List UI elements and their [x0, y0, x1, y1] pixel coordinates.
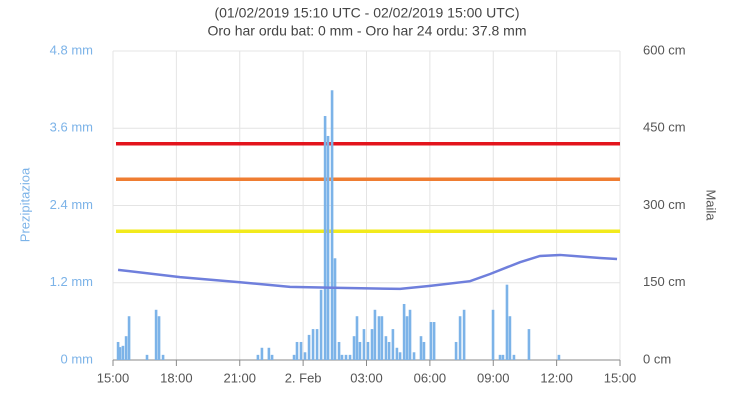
x-tick-label: 21:00: [223, 370, 256, 385]
precip-bar: [154, 309, 158, 360]
precip-bar: [358, 341, 362, 360]
precip-bar: [508, 316, 512, 360]
precip-bar: [366, 341, 370, 360]
precip-bar: [355, 316, 359, 360]
precip-bar: [432, 322, 436, 360]
precip-bar: [337, 341, 341, 360]
precip-bar: [557, 354, 561, 360]
precip-bar: [498, 354, 502, 360]
precip-bar: [408, 309, 412, 360]
precip-bar: [380, 316, 384, 360]
precip-bar: [260, 347, 264, 360]
precip-bar: [462, 309, 466, 360]
y2-tick-label: 450 cm: [643, 120, 686, 135]
x-tick-label: 03:00: [350, 370, 383, 385]
precip-bar: [340, 354, 344, 360]
precip-bar: [344, 354, 348, 360]
precip-bar: [527, 329, 531, 360]
precip-bar: [292, 354, 296, 360]
precip-bar: [395, 347, 399, 360]
precip-bar: [391, 329, 395, 360]
precip-bar: [124, 336, 128, 360]
precip-bar: [412, 352, 416, 360]
precip-bar: [127, 316, 131, 360]
chart-subtitle: Oro har ordu bat: 0 mm - Oro har 24 ordu…: [207, 23, 526, 39]
precip-bar: [505, 284, 509, 360]
precip-bar: [299, 341, 303, 360]
precip-bar: [501, 354, 505, 360]
y2-tick-label: 150 cm: [643, 274, 686, 289]
precip-bar: [422, 341, 426, 360]
precip-bar: [311, 329, 315, 360]
x-tick-label: 15:00: [604, 370, 637, 385]
x-tick-label: 15:00: [97, 370, 130, 385]
precip-bar: [323, 116, 327, 360]
precip-bar: [295, 341, 299, 360]
precip-bar: [161, 354, 165, 360]
y-tick-label: 4.8 mm: [50, 42, 93, 57]
precip-bar: [454, 341, 458, 360]
precip-bar: [330, 90, 334, 361]
precip-bar: [419, 336, 423, 360]
precip-bar: [398, 352, 402, 360]
precip-bar: [429, 322, 433, 360]
precip-bar: [352, 336, 356, 360]
precip-bar: [362, 329, 366, 360]
precip-bar: [512, 354, 516, 360]
precip-bar: [118, 347, 122, 360]
x-tick-label: 12:00: [540, 370, 573, 385]
precip-bar: [303, 352, 307, 360]
precip-bar: [267, 347, 271, 360]
precip-bar: [116, 341, 120, 360]
x-tick-label: 09:00: [477, 370, 510, 385]
y-tick-label: 1.2 mm: [50, 274, 93, 289]
precip-bar: [121, 345, 125, 360]
precip-bar: [387, 341, 391, 360]
x-tick-label: 18:00: [160, 370, 193, 385]
precip-bar: [256, 354, 260, 360]
x-tick-label: 2. Feb: [285, 370, 322, 385]
y-axis-label: Prezipitazioa: [17, 167, 32, 242]
precip-bar: [270, 354, 274, 360]
precip-bar: [491, 309, 495, 360]
precip-bar: [384, 336, 388, 360]
precip-bar: [307, 334, 311, 360]
chart-title: (01/02/2019 15:10 UTC - 02/02/2019 15:00…: [214, 5, 519, 21]
precip-bar: [377, 316, 381, 360]
y2-tick-label: 300 cm: [643, 197, 686, 212]
precip-bar: [333, 258, 337, 360]
level-line: [117, 253, 618, 291]
precip-bar: [145, 354, 149, 360]
precip-bar: [326, 135, 330, 360]
precip-bar: [405, 316, 409, 360]
x-tick-label: 06:00: [414, 370, 447, 385]
y-tick-label: 2.4 mm: [50, 197, 93, 212]
precip-bar: [319, 289, 323, 360]
y2-tick-label: 0 cm: [643, 351, 671, 366]
precip-bar: [373, 309, 377, 360]
precip-bar: [370, 329, 374, 360]
y2-tick-label: 600 cm: [643, 42, 686, 57]
y-tick-label: 3.6 mm: [50, 120, 93, 135]
precip-bar: [315, 329, 319, 360]
y2-axis-label: Maila: [704, 189, 719, 221]
precip-bar: [458, 316, 462, 360]
precip-bar: [157, 316, 161, 360]
precip-bar: [348, 354, 352, 360]
precip-bar: [402, 303, 406, 360]
y-tick-label: 0 mm: [61, 351, 94, 366]
